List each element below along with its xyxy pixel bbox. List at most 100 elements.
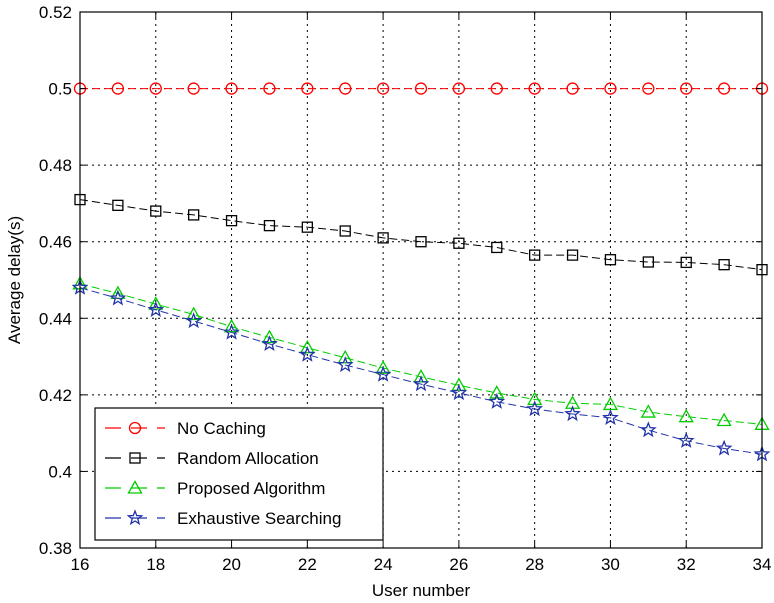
y-tick-label: 0.48 <box>39 156 72 175</box>
data-point <box>149 82 162 95</box>
legend-marker <box>129 452 141 464</box>
data-point <box>527 391 543 406</box>
data-point <box>602 409 619 425</box>
data-point <box>716 412 732 427</box>
data-point <box>223 323 240 340</box>
legend-marker <box>127 480 143 494</box>
data-point <box>415 236 427 248</box>
data-point <box>298 345 316 362</box>
x-tick-label: 30 <box>601 555 620 574</box>
data-point <box>491 241 503 254</box>
data-point <box>225 215 238 227</box>
plot-frame <box>79 11 763 549</box>
data-point <box>148 296 164 310</box>
data-point <box>339 82 352 95</box>
series-random-allocation <box>74 193 768 276</box>
data-point <box>111 82 125 95</box>
legend-label: No Caching <box>177 419 266 438</box>
data-point <box>375 360 391 374</box>
legend-marker <box>128 421 142 435</box>
legend-label: Exhaustive Searching <box>177 509 341 528</box>
data-point <box>566 82 579 95</box>
legend-marker <box>126 509 144 526</box>
data-point <box>715 439 733 456</box>
legend: No Caching Random Allocation Proposed Algo… <box>94 407 384 541</box>
data-point <box>301 82 314 95</box>
y-tick-label: 0.44 <box>39 309 72 328</box>
data-point <box>678 408 694 423</box>
data-point <box>377 232 389 244</box>
data-point <box>147 301 165 317</box>
y-tick-label: 0.4 <box>48 462 72 481</box>
data-point <box>336 356 354 373</box>
data-point <box>186 306 202 321</box>
x-tick-label: 18 <box>146 555 165 574</box>
data-point <box>225 82 238 95</box>
data-point <box>529 249 541 261</box>
data-point <box>528 82 541 95</box>
data-point <box>414 82 428 95</box>
data-point <box>717 82 731 95</box>
legend-label: Random Allocation <box>177 449 319 468</box>
y-tick-label: 0.52 <box>39 3 72 22</box>
data-point <box>337 349 353 364</box>
x-tick-label: 26 <box>449 555 468 574</box>
series-line <box>79 287 763 455</box>
y-tick-label: 0.46 <box>39 233 72 252</box>
series-line <box>79 199 763 271</box>
axis-ticks: 16 18 20 22 24 26 28 30 32 34 0.38 0.4 0.42 0.44 0.46 0… <box>39 3 772 574</box>
data-point <box>374 365 392 382</box>
data-point <box>301 221 313 233</box>
data-point <box>489 385 505 399</box>
data-point <box>604 82 617 95</box>
data-point <box>488 392 506 409</box>
data-point <box>109 289 127 306</box>
data-point <box>261 329 278 344</box>
data-point <box>376 82 390 95</box>
data-point <box>640 404 656 418</box>
data-point <box>677 431 695 448</box>
data-point <box>490 82 503 95</box>
x-tick-label: 20 <box>222 555 241 574</box>
data-point <box>263 219 276 232</box>
x-tick-label: 24 <box>374 555 393 574</box>
data-point <box>564 405 581 422</box>
data-point <box>642 82 655 95</box>
x-tick-label: 28 <box>525 555 544 574</box>
y-axis-label: Average delay(s) <box>5 216 24 344</box>
data-point <box>526 400 544 417</box>
data-point <box>604 254 617 266</box>
data-point <box>261 335 278 352</box>
data-point <box>150 205 162 217</box>
data-point <box>451 377 467 391</box>
data-point <box>566 249 579 261</box>
y-tick-label: 0.42 <box>39 386 72 405</box>
data-point <box>639 421 657 438</box>
data-point <box>452 82 466 95</box>
data-point <box>680 256 692 269</box>
y-tick-label: 0.38 <box>39 539 72 558</box>
legend-label: Proposed Algorithm <box>177 479 325 498</box>
data-point <box>413 369 429 383</box>
data-point <box>112 199 124 211</box>
data-point <box>187 82 200 95</box>
x-tick-label: 32 <box>677 555 696 574</box>
y-tick-label: 0.5 <box>48 80 72 99</box>
legend-item: Proposed Algorithm <box>105 479 325 498</box>
x-tick-label: 22 <box>298 555 317 574</box>
data-point <box>263 82 276 95</box>
legend-item: No Caching <box>105 419 266 438</box>
data-point <box>450 384 468 401</box>
data-point <box>412 375 430 392</box>
data-point <box>339 225 351 237</box>
x-tick-label: 34 <box>753 555 772 574</box>
x-tick-label: 16 <box>71 555 90 574</box>
data-point <box>299 339 315 354</box>
data-point <box>642 256 654 268</box>
data-point <box>223 318 240 333</box>
data-point <box>188 209 200 221</box>
legend-item: Exhaustive Searching <box>105 509 341 528</box>
x-axis-label: User number <box>372 581 471 600</box>
data-point <box>718 259 730 271</box>
series-layer <box>71 82 771 462</box>
